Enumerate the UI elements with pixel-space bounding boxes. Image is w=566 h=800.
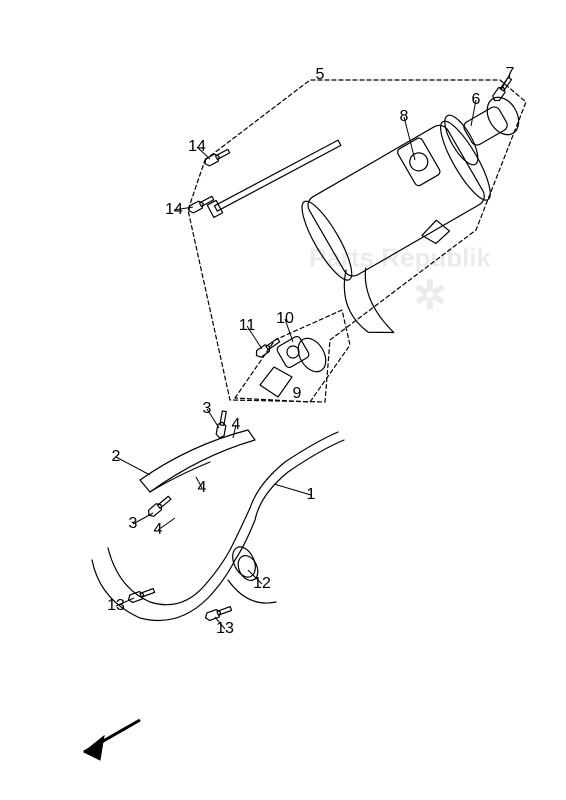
callout-11: 11 <box>239 317 256 335</box>
callout-14: 14 <box>188 138 206 156</box>
bolt-4 <box>254 337 281 359</box>
bolt-6 <box>204 605 232 622</box>
callout-8: 8 <box>400 108 409 126</box>
callout-4: 4 <box>232 416 241 434</box>
muffler-assembly <box>291 116 532 347</box>
callout-13: 13 <box>216 620 234 638</box>
parts-diagram-canvas: 12334445678910111213131414 Parts Republi… <box>0 0 566 800</box>
callout-4: 4 <box>198 479 207 497</box>
callout-10: 10 <box>276 310 294 328</box>
callout-5: 5 <box>316 66 325 84</box>
callout-1: 1 <box>307 486 316 504</box>
bolt-2 <box>216 411 229 439</box>
callout-9: 9 <box>293 385 302 403</box>
callout-12: 12 <box>253 575 271 593</box>
leader-2-1 <box>116 457 150 475</box>
leader-1-0 <box>274 484 311 495</box>
direction-arrow <box>84 720 140 760</box>
callout-4: 4 <box>154 521 163 539</box>
callout-7: 7 <box>506 65 515 83</box>
dashed-outline-5 <box>188 80 526 402</box>
callout-3: 3 <box>203 400 212 418</box>
callout-14: 14 <box>165 201 183 219</box>
callout-2: 2 <box>112 448 121 466</box>
long-bolt-14 <box>207 137 342 218</box>
callout-13: 13 <box>107 597 125 615</box>
callout-6: 6 <box>472 91 481 109</box>
callout-3: 3 <box>129 515 138 533</box>
diagram-svg <box>0 0 566 800</box>
end-cap <box>439 85 529 169</box>
